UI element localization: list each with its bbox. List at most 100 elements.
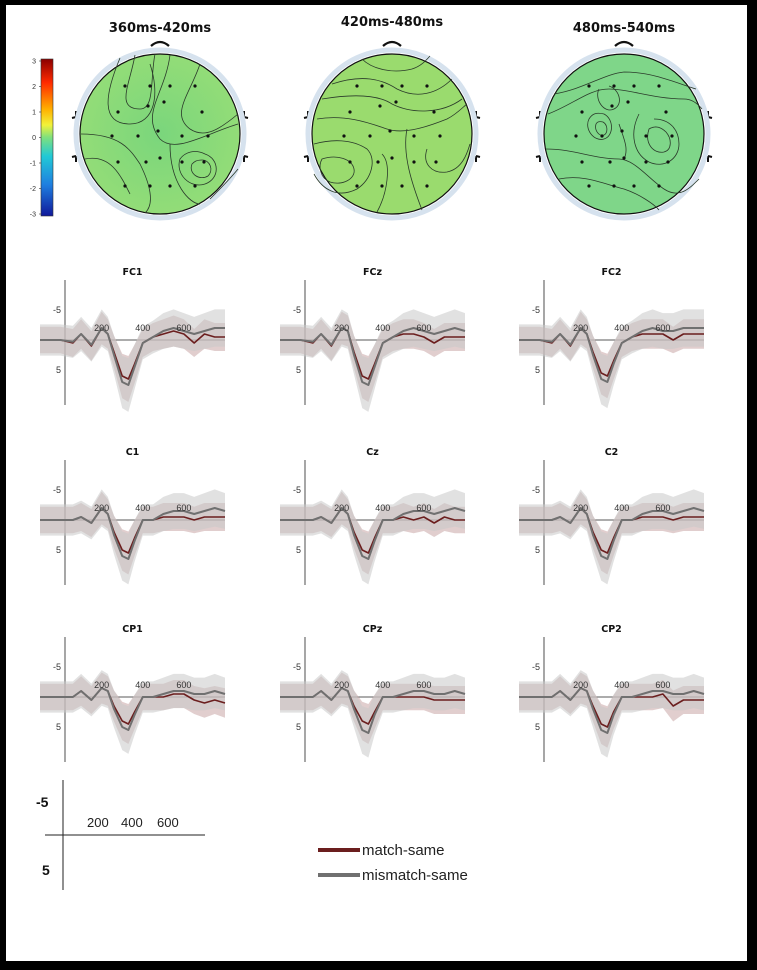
topomap-title: 420ms-480ms: [341, 15, 443, 30]
colorbar-ticks: 3 2 1 0 -1 -2 -3: [30, 59, 41, 219]
x-tick-label: 200: [573, 323, 588, 333]
y-tick-label: 5: [56, 365, 61, 375]
head-nose-icon: [151, 42, 169, 46]
x-tick-label: 600: [416, 503, 431, 513]
colorbar-tick-label: 2: [32, 84, 36, 91]
panel-title: FC1: [122, 267, 142, 278]
topomap-title: 360ms-420ms: [109, 21, 211, 36]
x-tick-label: 400: [135, 323, 150, 333]
y-tick-label: -5: [53, 662, 61, 672]
panel-title: CP1: [122, 624, 143, 635]
x-tick-label: 600: [655, 503, 670, 513]
y-tick-label: 5: [56, 722, 61, 732]
panel-title: C1: [126, 447, 140, 458]
erp-panel-c2: C2 -5 5 200 400 600: [519, 447, 704, 585]
x-tick-label: 200: [94, 680, 109, 690]
x-tick-label: 400: [614, 323, 629, 333]
x-tick-label: 200: [94, 503, 109, 513]
erp-panel-cpz: CPz -5 5 200 400 600: [280, 624, 465, 762]
x-tick-label: 400: [375, 680, 390, 690]
topomap-2: 420ms-480ms: [304, 15, 480, 218]
topomap-title: 480ms-540ms: [573, 21, 675, 36]
panel-title: Cz: [366, 447, 379, 458]
head-nose-icon: [615, 42, 633, 46]
y-tick-label: 5: [535, 365, 540, 375]
x-tick-label: 200: [334, 503, 349, 513]
panel-title: CPz: [363, 624, 383, 635]
colorbar-tick-label: -2: [30, 186, 36, 193]
panel-title: FC2: [601, 267, 621, 278]
x-tick-label: 400: [614, 503, 629, 513]
erp-panel-cp2: CP2 -5 5 200 400 600: [519, 624, 704, 762]
y-tick-label: -5: [293, 662, 301, 672]
x-tick-label: 600: [176, 503, 191, 513]
x-tick-label: 600: [416, 323, 431, 333]
x-tick-label: 600: [655, 680, 670, 690]
colorbar: 3 2 1 0 -1 -2 -3: [30, 59, 53, 219]
confidence-band-mismatch: [40, 489, 225, 584]
x-tick-label: 400: [135, 503, 150, 513]
x-tick-label: 200: [573, 680, 588, 690]
legend-label-mismatch: mismatch-same: [362, 867, 468, 884]
y-tick-label: -5: [293, 485, 301, 495]
y-tick-label: 5: [296, 722, 301, 732]
topomap-3: 480ms-540ms: [536, 21, 712, 218]
y-tick-label: 5: [535, 545, 540, 555]
scale-ytick: -5: [36, 794, 49, 810]
erp-panel-fcz: FCz -5 5 200 400 600: [280, 267, 465, 412]
head-nose-icon: [383, 42, 401, 46]
confidence-band-mismatch: [519, 489, 704, 584]
y-tick-label: 5: [535, 722, 540, 732]
scalp-map: [80, 54, 240, 214]
x-tick-label: 400: [135, 680, 150, 690]
colorbar-tick-label: -3: [30, 212, 36, 219]
x-tick-label: 400: [375, 323, 390, 333]
scalp-map: [544, 54, 704, 214]
x-tick-label: 400: [375, 503, 390, 513]
y-tick-label: -5: [53, 485, 61, 495]
confidence-band-mismatch: [40, 309, 225, 411]
legend-label-match: match-same: [362, 842, 445, 859]
erp-panel-c1: C1 -5 5 200 400 600: [40, 447, 225, 585]
erp-panel-cp1: CP1 -5 5 200 400 600: [40, 624, 225, 762]
colorbar-tick-label: 3: [32, 59, 36, 66]
scale-xtick: 200: [87, 815, 109, 830]
colorbar-tick-label: 1: [32, 110, 36, 117]
y-tick-label: 5: [56, 545, 61, 555]
scale-xtick: 600: [157, 815, 179, 830]
colorbar-tick-label: -1: [30, 161, 36, 168]
y-tick-label: -5: [532, 662, 540, 672]
erp-panel-fc1: FC1 -5 5 200 400 600: [40, 267, 225, 412]
erp-panel-cz: Cz -5 5 200 400 600: [280, 447, 465, 585]
panel-title: FCz: [363, 267, 382, 278]
colorbar-gradient: [41, 59, 53, 216]
y-tick-label: -5: [532, 485, 540, 495]
y-tick-label: 5: [296, 545, 301, 555]
x-tick-label: 600: [655, 323, 670, 333]
colorbar-tick-label: 0: [32, 135, 36, 142]
x-tick-label: 600: [176, 680, 191, 690]
y-tick-label: -5: [53, 305, 61, 315]
confidence-band-mismatch: [280, 309, 465, 411]
scale-ytick: 5: [42, 862, 50, 878]
x-tick-label: 200: [94, 323, 109, 333]
erp-panel-grid: FC1 -5 5 200 400 600 FCz -5 5 200 400 600 FC2 -5 5 200 4…: [40, 267, 704, 762]
legend: match-same mismatch-same: [318, 842, 468, 884]
x-tick-label: 200: [334, 680, 349, 690]
confidence-band-mismatch: [519, 309, 704, 408]
panel-title: CP2: [601, 624, 622, 635]
x-tick-label: 200: [334, 323, 349, 333]
x-tick-label: 400: [614, 680, 629, 690]
scalp-map: [312, 54, 472, 214]
scale-legend: -5 5 200 400 600: [36, 780, 205, 890]
x-tick-label: 200: [573, 503, 588, 513]
topomap-1: 360ms-420ms: [72, 21, 248, 218]
topomap-row: 360ms-420ms: [72, 15, 712, 218]
erp-panel-fc2: FC2 -5 5 200 400 600: [519, 267, 704, 408]
x-tick-label: 600: [416, 680, 431, 690]
confidence-band-mismatch: [280, 489, 465, 584]
y-tick-label: -5: [293, 305, 301, 315]
y-tick-label: -5: [532, 305, 540, 315]
scale-xtick: 400: [121, 815, 143, 830]
